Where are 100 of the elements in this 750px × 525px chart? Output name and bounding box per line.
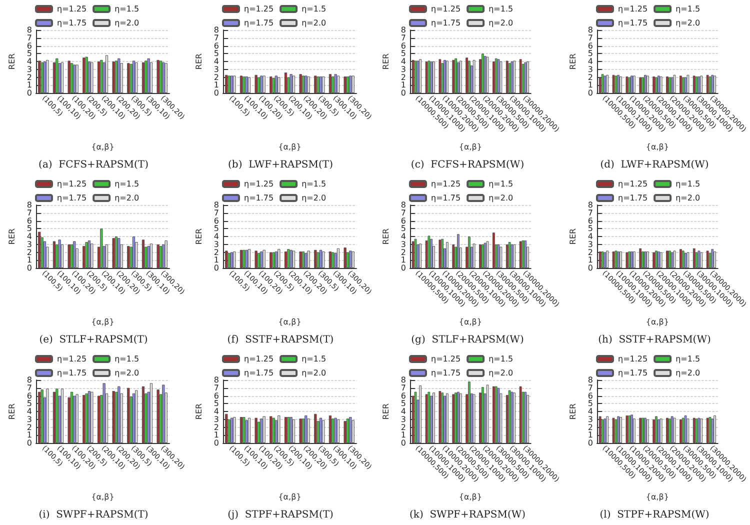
bar xyxy=(52,392,56,443)
bar xyxy=(159,60,162,93)
legend-label: η=1.25 xyxy=(431,180,461,188)
y-tick-label: 7 xyxy=(400,383,406,392)
y-axis-title: RER xyxy=(194,52,204,70)
y-tick-label: 3 xyxy=(588,64,593,74)
y-tick-label: 6 xyxy=(26,41,32,50)
y-tick-label: 7 xyxy=(26,383,32,392)
y-tick-label: 3 xyxy=(400,64,406,74)
bar xyxy=(58,240,61,268)
bar xyxy=(287,417,290,443)
y-tick-label: 8 xyxy=(588,200,593,210)
bar xyxy=(156,389,160,443)
y-tick-label: 6 xyxy=(400,41,406,50)
bar xyxy=(56,388,58,443)
x-axis-title: {α,β} xyxy=(458,142,482,152)
bar xyxy=(319,418,322,443)
bar xyxy=(88,240,91,268)
bar xyxy=(290,417,292,443)
bar xyxy=(82,246,86,268)
bar xyxy=(147,58,150,93)
y-tick-label: 8 xyxy=(214,200,219,210)
bar xyxy=(144,60,148,93)
y-axis-title: RER xyxy=(568,228,578,245)
y-tick-label: 5 xyxy=(26,399,32,408)
bar xyxy=(278,415,280,443)
y-tick-label: 7 xyxy=(26,33,32,42)
bar xyxy=(257,422,260,443)
bar xyxy=(352,420,354,443)
y-axis-title: RER xyxy=(194,228,204,245)
y-axis-title: RER xyxy=(382,228,390,245)
legend-label: η=1.25 xyxy=(57,4,87,14)
bar xyxy=(38,60,41,93)
x-axis-title: {α,β} xyxy=(646,492,669,502)
bar xyxy=(272,418,275,443)
bar xyxy=(90,244,94,268)
bar xyxy=(344,420,346,443)
bar xyxy=(164,63,168,93)
legend-label: η=1.5 xyxy=(676,180,700,188)
bar xyxy=(156,60,160,93)
y-axis-title: RER xyxy=(8,402,16,420)
y-tick-label: 3 xyxy=(26,64,32,74)
y-tick-label: 6 xyxy=(400,216,406,226)
bar xyxy=(70,244,74,268)
legend-label: η=2.0 xyxy=(114,18,140,28)
y-tick-label: 7 xyxy=(588,383,593,392)
bar xyxy=(159,246,162,268)
text: (i) SWPF+RAPSM(T) xyxy=(38,510,148,520)
y-tick-label: 8 xyxy=(400,26,406,34)
legend-label: η=2.0 xyxy=(676,18,700,28)
y-tick-label: 3 xyxy=(588,414,593,424)
bar xyxy=(135,62,138,93)
bar xyxy=(118,238,120,268)
bar xyxy=(147,246,150,268)
legend-label: η=2.0 xyxy=(488,194,514,202)
bar xyxy=(85,242,88,268)
bar xyxy=(270,416,272,443)
bar xyxy=(38,232,41,268)
bar xyxy=(85,56,88,93)
text: (b) LWF+RAPSM(T) xyxy=(228,160,334,170)
bar xyxy=(112,62,115,93)
y-tick-label: 7 xyxy=(214,383,219,392)
x-axis-title: {α,β} xyxy=(91,318,114,326)
x-axis-title: {α,β} xyxy=(91,142,114,152)
y-tick-label: 6 xyxy=(26,391,32,400)
bar xyxy=(38,392,41,443)
bar xyxy=(334,418,337,443)
y-tick-label: 8 xyxy=(26,200,32,210)
legend-label: η=1.5 xyxy=(302,180,326,188)
y-tick-label: 4 xyxy=(588,57,593,66)
bar xyxy=(142,62,145,93)
y-axis-title: RER xyxy=(568,402,578,420)
text: (a) FCFS+RAPSM(T) xyxy=(38,160,149,170)
legend-label: η=2.0 xyxy=(676,194,700,202)
bar xyxy=(127,246,130,268)
y-tick-label: 2 xyxy=(588,72,593,82)
bar xyxy=(307,418,310,443)
bar xyxy=(242,417,246,443)
legend-label: η=2.0 xyxy=(302,368,326,378)
legend-label: η=1.5 xyxy=(676,4,700,14)
y-tick-label: 2 xyxy=(588,422,593,432)
legend-label: η=1.5 xyxy=(488,354,514,364)
y-tick-label: 1 xyxy=(214,256,219,265)
bar xyxy=(60,388,64,443)
y-tick-label: 5 xyxy=(26,49,32,58)
y-tick-label: 1 xyxy=(214,80,219,90)
bar xyxy=(68,244,70,268)
legend-label: η=1.25 xyxy=(618,180,648,188)
y-tick-label: 1 xyxy=(588,256,593,265)
y-tick-label: 3 xyxy=(400,240,406,249)
bar xyxy=(314,414,317,443)
y-tick-label: 5 xyxy=(26,224,32,234)
bar xyxy=(162,62,165,93)
legend-label: η=1.5 xyxy=(488,4,514,14)
text: (d) LWF+RAPSM(W) xyxy=(600,160,709,170)
y-tick-label: 0 xyxy=(214,264,219,272)
bar xyxy=(88,391,91,443)
y-tick-label: 0 xyxy=(588,264,593,272)
bar xyxy=(130,64,132,93)
bar xyxy=(322,420,325,443)
